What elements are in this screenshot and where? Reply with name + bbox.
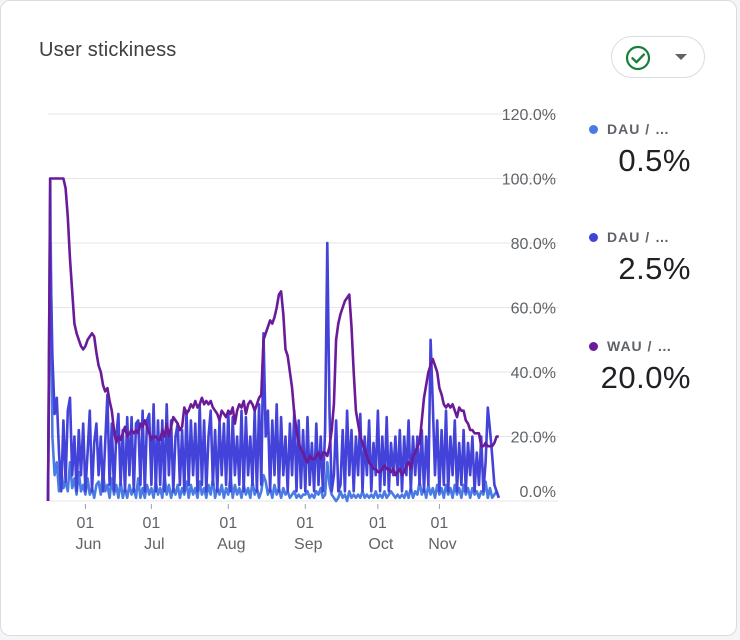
- x-tick-day: 01: [142, 515, 160, 532]
- legend-dot: [589, 341, 598, 351]
- y-tick-label: 60.0%: [511, 301, 556, 318]
- legend-value: 0.5%: [618, 143, 691, 178]
- legend-item-wau-mau[interactable]: WAU / … 20.0%: [589, 338, 729, 396]
- x-tick-month: Nov: [428, 536, 456, 553]
- legend-dot: [589, 232, 598, 242]
- check-circle-icon: [625, 45, 651, 71]
- x-tick-month: Sep: [294, 536, 323, 553]
- series-line-dau-wau: [46, 241, 501, 502]
- x-tick-day: 01: [369, 515, 387, 532]
- y-tick-label: 100.0%: [502, 172, 556, 189]
- caret-down-icon: [675, 54, 687, 60]
- card-title: User stickiness: [39, 39, 177, 61]
- legend-item-dau-wau[interactable]: DAU / … 2.5%: [589, 229, 729, 287]
- x-tick-month: Oct: [368, 536, 393, 553]
- y-tick-label: 0.0%: [520, 484, 556, 501]
- y-tick-label: 80.0%: [511, 236, 556, 253]
- x-tick-day: 01: [296, 515, 314, 532]
- series-line-wau-mau: [46, 177, 499, 502]
- legend-value: 20.0%: [600, 360, 691, 395]
- legend-label: DAU / …: [607, 229, 670, 245]
- x-tick-month: Jul: [144, 536, 164, 553]
- y-tick-label: 40.0%: [511, 365, 556, 382]
- status-dropdown-button[interactable]: [611, 36, 705, 78]
- legend-item-dau-mau[interactable]: DAU / … 0.5%: [589, 121, 729, 179]
- y-tick-label: 20.0%: [511, 430, 556, 447]
- x-tick-day: 01: [76, 515, 94, 532]
- legend-value: 2.5%: [618, 251, 691, 286]
- y-tick-label: 120.0%: [502, 107, 556, 124]
- legend-label: WAU / …: [607, 338, 673, 354]
- legend-dot: [589, 124, 598, 134]
- x-tick-month: Aug: [217, 536, 245, 553]
- x-tick-day: 01: [431, 515, 449, 532]
- legend-label: DAU / …: [607, 121, 670, 137]
- x-tick-month: Jun: [75, 536, 101, 553]
- x-tick-day: 01: [219, 515, 237, 532]
